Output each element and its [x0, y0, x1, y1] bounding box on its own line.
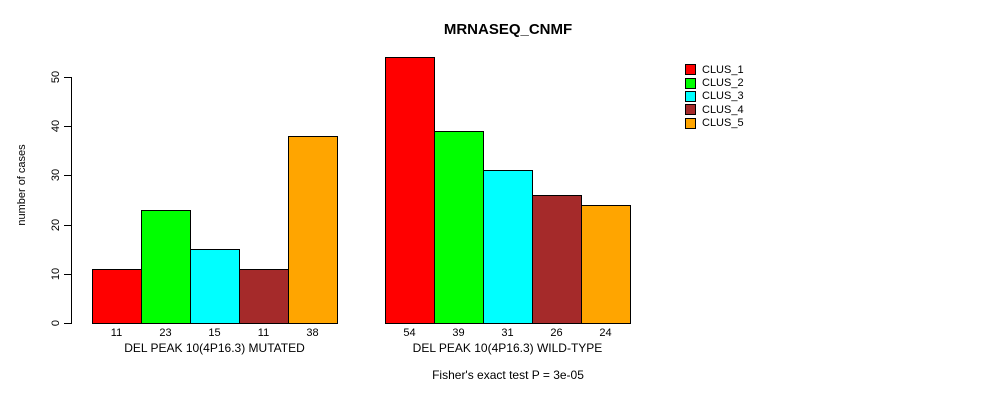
- y-tick-label: 0: [50, 319, 62, 327]
- bar-clus_1-group2: [385, 57, 435, 324]
- legend-row: CLUS_4: [685, 103, 744, 116]
- bar-value-label: 54: [403, 327, 416, 339]
- chart-title: MRNASEQ_CNMF: [443, 21, 573, 38]
- bar-value-label: 24: [599, 327, 612, 339]
- bar-clus_4-group2: [532, 195, 582, 324]
- bar-clus_3-group1: [190, 249, 240, 324]
- bar-clus_4-group1: [239, 269, 289, 324]
- legend-label: CLUS_3: [702, 90, 744, 103]
- y-tick-label: 50: [50, 70, 62, 84]
- bar-clus_3-group2: [483, 170, 533, 324]
- bar-value-label: 39: [452, 327, 465, 339]
- bar-clus_5-group2: [581, 205, 631, 324]
- bar-clus_2-group1: [141, 210, 191, 324]
- legend-label: CLUS_5: [702, 117, 744, 130]
- y-axis-line: [71, 77, 72, 324]
- y-tick-mark: [64, 175, 71, 177]
- group-label-1: DEL PEAK 10(4P16.3) MUTATED: [124, 341, 305, 355]
- y-tick-mark: [64, 126, 71, 128]
- legend-swatch-clus_1: [685, 64, 696, 76]
- legend-swatch-clus_2: [685, 77, 696, 89]
- y-tick-mark: [64, 77, 71, 78]
- fisher-test-annotation: Fisher's exact test P = 3e-05: [432, 368, 584, 382]
- y-tick-mark: [64, 273, 71, 275]
- legend: CLUS_1 CLUS_2 CLUS_3 CLUS_4 CLUS_5: [685, 63, 744, 130]
- y-tick-label: 20: [50, 218, 62, 231]
- legend-swatch-clus_4: [685, 104, 696, 116]
- bar-value-label: 15: [208, 327, 221, 339]
- legend-label: CLUS_1: [702, 63, 744, 76]
- bar-value-label: 11: [257, 327, 270, 339]
- legend-row: CLUS_1: [685, 63, 744, 76]
- bar-value-label: 38: [306, 327, 319, 339]
- y-tick-label: 10: [50, 267, 62, 280]
- bar-clus_1-group1: [92, 269, 142, 324]
- legend-row: CLUS_3: [685, 90, 744, 103]
- bar-clus_5-group1: [288, 136, 338, 324]
- y-tick-label: 30: [50, 169, 62, 182]
- legend-swatch-clus_3: [685, 90, 696, 102]
- bar-value-label: 23: [159, 327, 172, 339]
- legend-label: CLUS_4: [702, 103, 744, 116]
- bar-value-label: 11: [110, 327, 123, 339]
- y-tick-label: 40: [50, 120, 62, 133]
- y-axis-title: number of cases: [16, 144, 28, 226]
- y-tick-mark: [64, 224, 71, 226]
- legend-swatch-clus_5: [685, 117, 696, 129]
- y-tick-mark: [64, 323, 71, 324]
- legend-row: CLUS_5: [685, 117, 744, 130]
- group-label-2: DEL PEAK 10(4P16.3) WILD-TYPE: [412, 341, 603, 355]
- legend-label: CLUS_2: [702, 77, 744, 90]
- bar-value-label: 31: [501, 327, 514, 339]
- bar-value-label: 26: [550, 327, 563, 339]
- legend-row: CLUS_2: [685, 76, 744, 89]
- bar-clus_2-group2: [434, 131, 484, 324]
